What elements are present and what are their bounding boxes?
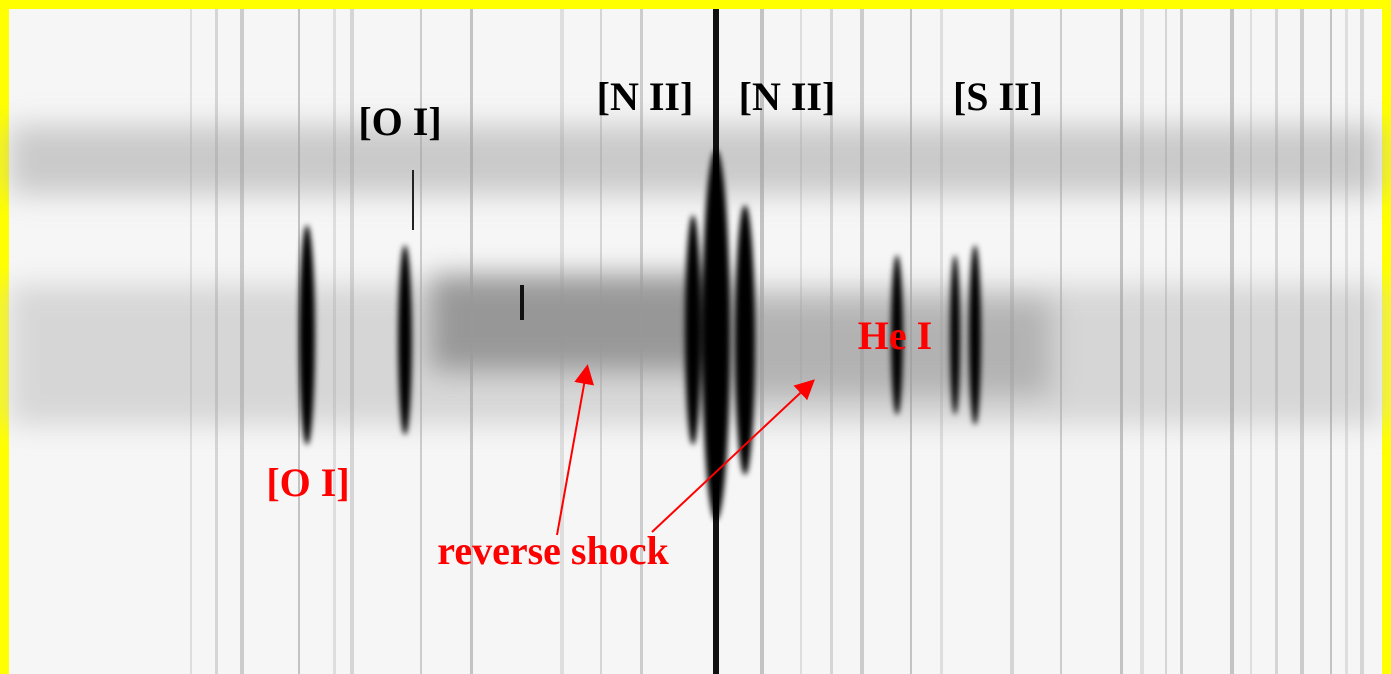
sky-line [1345, 9, 1348, 674]
emission-line [299, 225, 315, 445]
sky-line [1360, 9, 1364, 674]
sky-line [1300, 9, 1304, 674]
annotation: [O I] [266, 460, 349, 505]
emission-line [398, 245, 412, 435]
sky-line [1120, 9, 1123, 674]
sky-line [190, 9, 192, 674]
sky-line [1230, 9, 1234, 674]
annotation: He I [858, 313, 932, 358]
line-label: [N II] [597, 74, 694, 119]
line-label: [O I] [358, 99, 441, 144]
sky-line [215, 9, 218, 674]
sky-line [1330, 9, 1332, 674]
sky-line [333, 9, 336, 674]
spectrum-image: [O I] [N II] [N II] [S II] [O I] He I re… [0, 0, 1391, 674]
sky-line [240, 9, 244, 674]
sky-line [1060, 9, 1062, 674]
sky-band [9, 125, 1382, 195]
sky-line [1165, 9, 1167, 674]
reverse-shock-emission [430, 275, 730, 370]
line-label: [N II] [739, 74, 836, 119]
sky-line [1180, 9, 1183, 674]
sky-line [350, 9, 354, 674]
page: [O I] [N II] [N II] [S II] [O I] He I re… [0, 0, 1391, 674]
annotation: reverse shock [437, 528, 669, 573]
sky-line [560, 9, 564, 674]
sky-line [1250, 9, 1252, 674]
sky-line [1140, 9, 1144, 674]
sky-line [470, 9, 473, 674]
sky-line [940, 9, 943, 674]
emission-line [685, 215, 701, 445]
line-label: [S II] [953, 74, 1043, 119]
emission-line [969, 245, 981, 425]
emission-line [950, 255, 960, 415]
emission-line [702, 150, 730, 520]
emission-line [735, 205, 755, 475]
sky-line [1275, 9, 1278, 674]
